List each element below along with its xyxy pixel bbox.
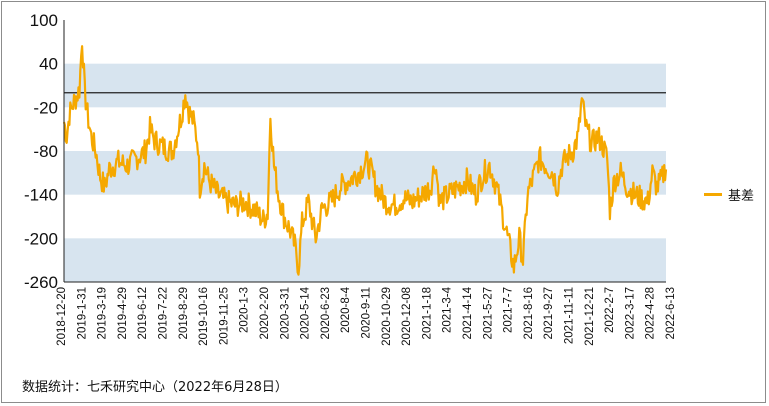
y-axis-ticks: 100 40 -20 -80 -140 -200 -260	[24, 11, 58, 292]
x-tick-label: 2019-4-29	[117, 287, 129, 339]
x-tick-label: 2019-8-29	[178, 287, 190, 339]
x-tick-label: 2021-4-14	[462, 286, 474, 339]
x-tick-label: 2021-1-18	[421, 287, 433, 339]
series-line-basis	[62, 45, 668, 276]
x-tick-label: 2019-10-16	[198, 287, 210, 346]
x-tick-label: 2020-10-29	[381, 287, 393, 346]
y-tick-label: -80	[33, 142, 58, 161]
y-tick-label: -140	[24, 186, 58, 205]
x-tick-label: 2022-3-17	[624, 287, 636, 339]
x-tick-label: 2020-6-23	[320, 287, 332, 339]
x-tick-label: 2022-2-7	[604, 287, 616, 333]
x-tick-label: 2021-8-16	[523, 287, 535, 339]
x-tick-label: 2020-5-14	[300, 286, 312, 339]
x-tick-label: 2020-1-3	[239, 287, 251, 333]
x-tick-label: 2019-6-12	[137, 287, 149, 339]
x-tick-label: 2021-12-21	[584, 287, 596, 346]
legend-label: 基差	[728, 189, 755, 204]
x-tick-label: 2019-3-19	[97, 287, 109, 339]
y-tick-label: 100	[30, 11, 58, 30]
y-tick-label: -20	[33, 98, 58, 117]
band-40--20	[64, 63, 666, 108]
x-tick-label: 2019-7-22	[158, 287, 170, 339]
x-tick-label: 2019-11-25	[218, 287, 230, 345]
legend: 基差	[704, 185, 754, 204]
legend-swatch	[704, 193, 722, 196]
x-tick-label: 2020-3-31	[279, 287, 291, 339]
y-tick-label: -200	[24, 229, 58, 248]
x-tick-label: 2018-12-20	[56, 287, 68, 346]
x-tick-label: 2020-12-08	[401, 287, 413, 346]
source-note: 数据统计：七禾研究中心（2022年6月28日）	[22, 380, 288, 395]
x-tick-label: 2022-4-28	[645, 287, 657, 339]
x-tick-label: 2021-11-11	[564, 287, 576, 344]
x-tick-label: 2021-5-27	[482, 287, 494, 339]
x-tick-label: 2020-2-20	[259, 287, 271, 339]
x-tick-label: 2021-7-7	[503, 287, 515, 333]
y-tick-label: -260	[24, 273, 58, 292]
x-tick-label: 2021-9-27	[543, 287, 555, 339]
x-tick-label: 2020-8-4	[340, 286, 352, 333]
background-bands	[64, 63, 666, 282]
y-tick-label: 40	[39, 55, 58, 74]
band--200--260	[64, 238, 666, 282]
x-tick-label: 2021-3-4	[442, 286, 454, 333]
x-tick-label: 2020-9-11	[361, 287, 373, 339]
x-tick-label: 2022-6-13	[665, 287, 677, 339]
x-tick-label: 2019-1-31	[76, 287, 88, 339]
x-axis-ticks: 2018-12-20 2019-1-31 2019-3-19 2019-4-29 201…	[56, 286, 677, 345]
